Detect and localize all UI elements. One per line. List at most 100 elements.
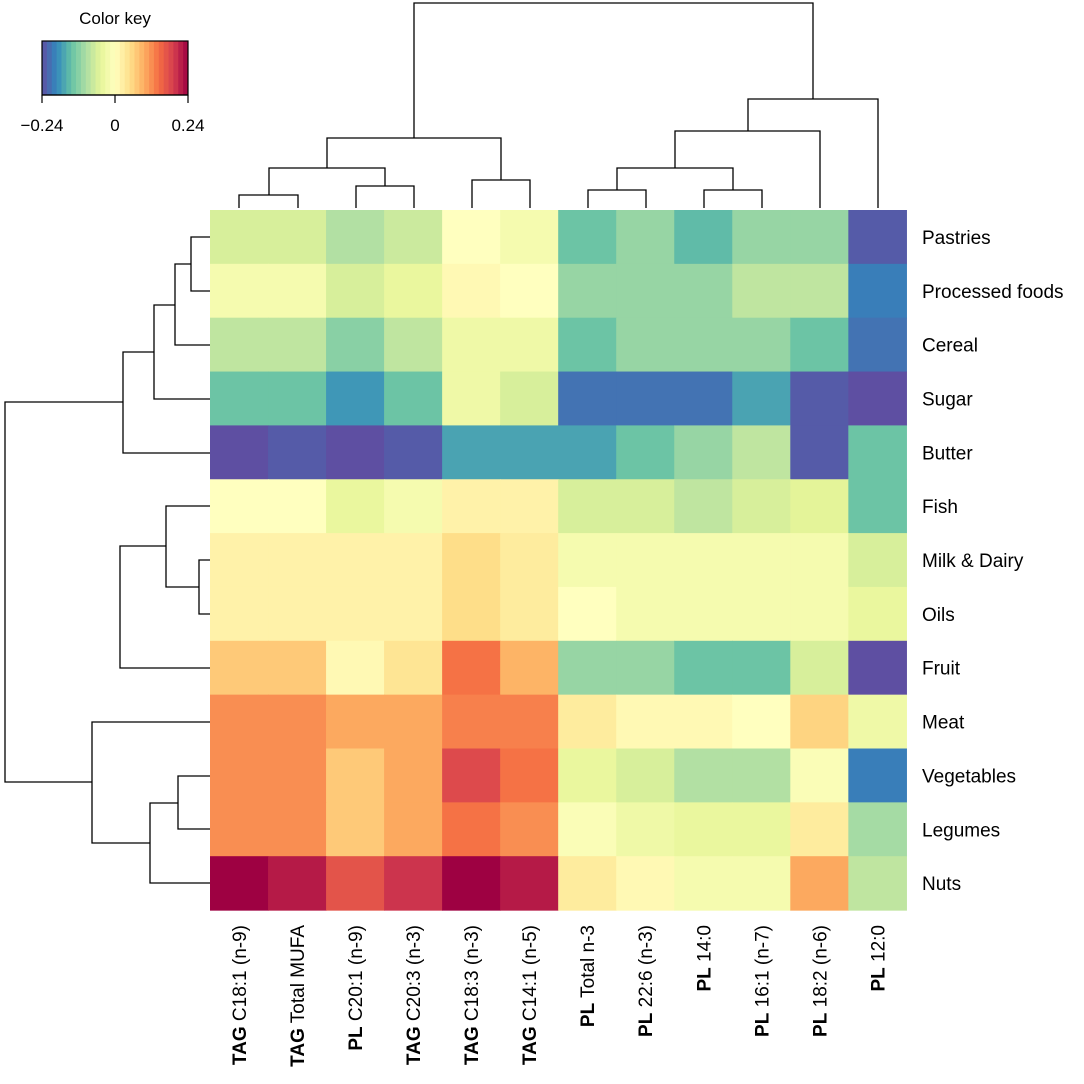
heatmap-cell — [616, 802, 675, 857]
heatmap-cell — [558, 640, 617, 696]
heatmap-cells — [210, 210, 907, 911]
color-key-bin — [85, 41, 92, 95]
column-dendrogram-branch — [238, 194, 299, 208]
heatmap-cell — [384, 210, 443, 265]
heatmap-cell — [442, 533, 501, 588]
column-label-name: 18:2 (n-6) — [810, 925, 831, 1013]
heatmap-cell — [790, 263, 849, 319]
heatmap-cell — [790, 317, 849, 373]
heatmap-cell — [268, 748, 327, 803]
row-label: Sugar — [922, 390, 973, 411]
heatmap-cell — [500, 694, 559, 750]
heatmap-cell — [500, 856, 559, 911]
heatmap-cell — [790, 533, 849, 588]
column-label-name: Total MUFA — [288, 925, 309, 1028]
heatmap-cell — [790, 856, 849, 911]
heatmap-cell — [442, 479, 501, 534]
heatmap-cell — [848, 425, 907, 480]
heatmap-cell — [384, 802, 443, 857]
heatmap-cell — [732, 371, 791, 426]
heatmap-cell — [848, 533, 907, 588]
column-dendrogram-branch — [616, 167, 734, 190]
heatmap-cell — [384, 479, 443, 534]
heatmap-cell — [848, 748, 907, 803]
heatmap-cell — [674, 802, 733, 857]
row-label: Nuts — [922, 874, 961, 895]
heatmap-cell — [210, 479, 269, 534]
heatmap-cell — [616, 694, 675, 750]
color-key-bin — [163, 41, 169, 95]
column-label: PL C20:1 (n-9) — [346, 925, 367, 1051]
heatmap-cell — [848, 694, 907, 750]
heatmap-cell — [210, 533, 269, 588]
heatmap-cell — [732, 640, 791, 696]
heatmap-cell — [326, 856, 385, 911]
column-label-prefix: PL — [752, 1012, 773, 1037]
heatmap-cell — [616, 533, 675, 588]
heatmap-cell — [268, 802, 327, 857]
heatmap-cell — [210, 586, 269, 642]
heatmap-cell — [848, 371, 907, 426]
heatmap-cell — [210, 263, 269, 319]
heatmap-cell — [442, 640, 501, 696]
row-label: Meat — [922, 713, 965, 734]
heatmap-cell — [616, 586, 675, 642]
heatmap-cell — [558, 694, 617, 750]
heatmap-cell — [558, 748, 617, 803]
column-label-prefix: PL — [636, 1012, 657, 1037]
heatmap-cell — [442, 317, 501, 373]
column-label-name: C14:1 (n-5) — [520, 925, 541, 1026]
column-label: PL Total n-3 — [578, 925, 599, 1027]
color-key-bin — [115, 41, 121, 95]
column-label-prefix: PL — [346, 1026, 367, 1051]
heatmap-cell — [500, 640, 559, 696]
heatmap-cell — [616, 479, 675, 534]
heatmap-cell — [674, 210, 733, 265]
heatmap-cell — [500, 533, 559, 588]
color-key-bin — [168, 41, 174, 95]
heatmap-cell — [674, 748, 733, 803]
heatmap-cell — [268, 317, 327, 373]
heatmap-cell — [384, 425, 443, 480]
column-label-name: C20:1 (n-9) — [346, 925, 367, 1026]
row-label: Cereal — [922, 336, 978, 357]
heatmap-cell — [326, 533, 385, 588]
row-dendrogram-branch — [91, 721, 210, 844]
heatmap-cell — [268, 371, 327, 426]
column-dendrogram-branch — [674, 130, 821, 208]
column-label-name: 12:0 — [868, 925, 889, 967]
heatmap-cell — [558, 425, 617, 480]
heatmap-cell — [616, 371, 675, 426]
column-label: TAG C18:1 (n-9) — [230, 925, 251, 1065]
heatmap-cell — [558, 533, 617, 588]
heatmap-cell — [384, 263, 443, 319]
heatmap-cell — [326, 317, 385, 373]
heatmap-cell — [442, 210, 501, 265]
heatmap-cell — [268, 425, 327, 480]
heatmap-cell — [384, 586, 443, 642]
heatmap-cell — [268, 586, 327, 642]
column-label-prefix: PL — [578, 1002, 599, 1027]
color-key-bin — [153, 41, 160, 95]
heatmap-cell — [558, 263, 617, 319]
heatmap-cell — [500, 425, 559, 480]
heatmap-cell — [210, 640, 269, 696]
heatmap-cell — [732, 748, 791, 803]
heatmap-cell — [732, 533, 791, 588]
color-key-bin — [173, 41, 179, 95]
color-key-tick-label: 0.24 — [171, 116, 204, 135]
column-dendrogram-branch — [326, 137, 502, 180]
color-key-bin — [105, 41, 111, 95]
heatmap-cell — [500, 802, 559, 857]
row-label: Fruit — [922, 659, 961, 680]
heatmap-cell — [384, 640, 443, 696]
heatmap-cell — [848, 856, 907, 911]
heatmap-cell — [790, 479, 849, 534]
heatmap-cell — [616, 210, 675, 265]
column-label-prefix: PL — [868, 967, 889, 992]
heatmap-cell — [384, 748, 443, 803]
column-label: TAG C14:1 (n-5) — [520, 925, 541, 1065]
heatmap-cell — [442, 425, 501, 480]
column-label-name: C20:3 (n-3) — [404, 925, 425, 1026]
